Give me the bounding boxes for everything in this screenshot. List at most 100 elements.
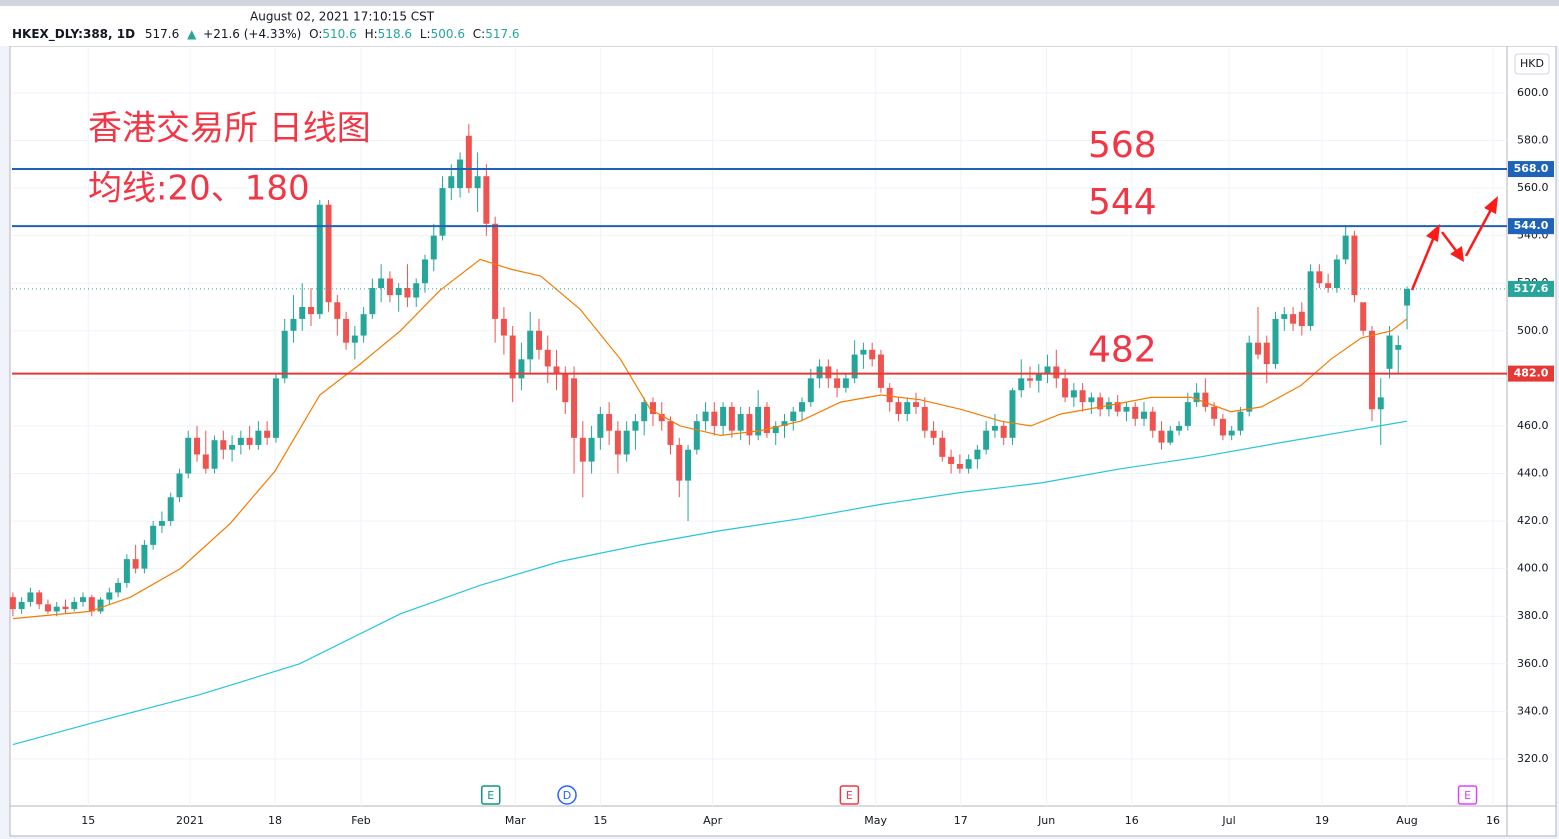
candle-body (123, 559, 130, 583)
candle-body (1053, 366, 1060, 379)
candle-body (194, 437, 201, 455)
arrow-heads (1426, 196, 1498, 262)
candle-body (842, 378, 849, 388)
candle-body (614, 430, 621, 455)
candle-body (229, 444, 236, 450)
chart-frame (9, 45, 1557, 837)
y-tick-label: 460.0 (1517, 419, 1549, 432)
candle-body (649, 402, 656, 415)
candle-body (1404, 288, 1411, 306)
legend-line: HKEX_DLY:388, 1D 517.6 ▲ +21.6 (+4.33%) … (12, 27, 520, 42)
candle-body (18, 601, 25, 610)
candle-body (509, 335, 516, 379)
candle-body (1386, 335, 1393, 369)
candle-body (1395, 345, 1402, 350)
event-marker (481, 785, 501, 805)
candle-body (1088, 397, 1095, 403)
candle-body (763, 406, 770, 434)
candle-body (1149, 411, 1156, 431)
level-annotation: 544 (1088, 182, 1157, 223)
candle-body (1298, 311, 1305, 327)
c-label: C: (473, 27, 485, 41)
candle-body (281, 330, 288, 379)
y-tick-label: 440.0 (1517, 466, 1549, 479)
candle-body (877, 354, 884, 388)
level-annotation: 482 (1088, 330, 1157, 371)
candle-body (158, 521, 165, 526)
candle-body (395, 287, 402, 296)
candle-body (562, 373, 569, 403)
candle-body (886, 387, 893, 403)
h-label: H: (365, 27, 378, 41)
candle-body (1009, 390, 1016, 438)
candle-body (439, 188, 446, 236)
last-price-badge (1508, 280, 1554, 297)
y-tick-label: 320.0 (1517, 752, 1549, 765)
candle-body (1211, 406, 1218, 419)
symbol: HKEX_DLY:388, 1D (12, 27, 135, 42)
candle-body (965, 459, 972, 469)
arrow-head (1450, 246, 1464, 262)
candle-body (597, 414, 604, 438)
x-tick-label: Apr (703, 814, 723, 827)
candle-body (579, 437, 586, 462)
x-tick-label: 16 (1125, 814, 1139, 827)
event-label: D (563, 789, 571, 802)
candle-body (571, 378, 578, 438)
candle-body (150, 525, 157, 545)
candle-body (930, 430, 937, 438)
candle-body (316, 204, 323, 315)
candle-body (895, 402, 902, 415)
last: 517.6 (145, 27, 179, 41)
candle-body (325, 204, 332, 303)
candle-body (825, 366, 832, 379)
y-tick-label: 600.0 (1517, 86, 1549, 99)
candle-body (88, 597, 95, 612)
candle-body (913, 402, 920, 407)
candle-body (1342, 235, 1349, 260)
candle-body (799, 402, 806, 412)
l: 500.6 (431, 27, 465, 41)
candle-body (1018, 378, 1025, 391)
candle-body (1281, 314, 1288, 319)
candle-body (1351, 235, 1358, 296)
x-tick-label: 15 (81, 814, 95, 827)
arrow-head (1484, 196, 1498, 214)
candle-body (264, 430, 271, 438)
candle-body (728, 406, 735, 431)
x-tick-label: May (864, 814, 887, 827)
level-label: 568.0 (1514, 162, 1549, 175)
candle-body (535, 330, 542, 350)
x-tick-label: 17 (954, 814, 968, 827)
candle-body (544, 349, 551, 367)
level-badge (1508, 161, 1554, 178)
candle-body (343, 318, 350, 343)
candle-body (36, 592, 43, 605)
candle-body (457, 159, 464, 189)
candle-body (991, 425, 998, 431)
candle-body (1368, 330, 1375, 410)
x-tick-label: Mar (505, 814, 526, 827)
candle-body (1158, 430, 1165, 443)
candle-body (948, 456, 955, 464)
candle-body (106, 592, 113, 600)
candle-body (27, 592, 34, 602)
candle-body (834, 378, 841, 388)
currency: HKD (1520, 57, 1544, 70)
candle-body (360, 314, 367, 336)
candle-body (220, 440, 227, 450)
event-marker (1457, 785, 1478, 805)
datetime: August 02, 2021 17:10:15 CST (250, 10, 435, 24)
candle-body (308, 307, 314, 315)
candle-body (1316, 271, 1323, 284)
candle-body (1377, 397, 1384, 410)
candle-body (921, 406, 928, 431)
candle-body (1333, 259, 1340, 288)
candle-body (71, 601, 78, 610)
candle-body (772, 425, 779, 434)
chart-subtitle: 均线:20、180 (88, 169, 310, 209)
candle-body (176, 473, 183, 498)
o-label: O: (309, 27, 322, 41)
last-price-label: 517.6 (1514, 282, 1549, 295)
arrow-line (1410, 231, 1438, 291)
